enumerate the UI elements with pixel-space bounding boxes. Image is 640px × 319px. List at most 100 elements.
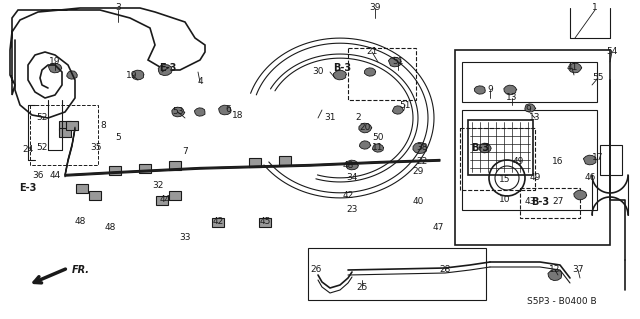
Text: 50: 50 [372,133,384,143]
Text: 20: 20 [359,123,371,132]
Polygon shape [158,64,172,76]
Text: 28: 28 [439,265,451,275]
Text: 5: 5 [115,133,121,143]
Text: 31: 31 [324,114,336,122]
Text: 19: 19 [126,70,138,79]
Text: 18: 18 [232,110,244,120]
Text: 47: 47 [432,224,444,233]
Bar [259,218,271,227]
Polygon shape [132,70,144,80]
Bar [156,196,168,205]
Text: 22: 22 [417,158,428,167]
Polygon shape [388,57,401,67]
Text: 1: 1 [592,4,598,12]
Polygon shape [364,68,376,76]
Polygon shape [333,70,347,80]
Text: B-3: B-3 [333,63,351,73]
Text: 13: 13 [506,93,518,102]
Polygon shape [574,190,587,200]
Bar [89,191,101,200]
Bar [212,218,224,227]
Text: 25: 25 [356,284,368,293]
Text: 9: 9 [525,106,531,115]
Text: 48: 48 [104,224,116,233]
Text: 23: 23 [346,205,358,214]
Text: 46: 46 [584,174,596,182]
Bar [109,166,121,175]
Text: 16: 16 [552,158,564,167]
Bar [76,184,88,193]
Text: 52: 52 [36,144,48,152]
Polygon shape [413,143,427,153]
Text: 34: 34 [346,174,358,182]
Bar [249,158,261,167]
Bar [462,62,597,102]
Text: 45: 45 [259,218,271,226]
Text: 43: 43 [524,197,536,206]
Text: 42: 42 [212,218,223,226]
Bar [279,156,291,165]
Text: 17: 17 [592,153,604,162]
Text: E-3: E-3 [159,63,177,73]
Text: 55: 55 [592,73,604,83]
Polygon shape [392,106,404,114]
Text: 6: 6 [225,106,231,115]
Text: 10: 10 [499,196,511,204]
Bar [66,121,78,130]
Polygon shape [67,71,77,79]
Polygon shape [346,160,358,170]
Text: 12: 12 [549,265,561,275]
Polygon shape [479,143,492,153]
Bar [30,105,98,165]
Text: 24: 24 [22,145,34,154]
Polygon shape [359,123,372,133]
Bar [468,120,533,175]
Bar [308,248,486,300]
Polygon shape [219,105,231,115]
Bar [169,161,181,170]
Text: 15: 15 [499,175,511,184]
Bar [460,128,535,190]
Text: 51: 51 [392,57,404,66]
Polygon shape [504,85,517,95]
Text: 32: 32 [152,181,164,189]
Text: 48: 48 [74,218,86,226]
Text: 9: 9 [487,85,493,94]
Text: 26: 26 [310,265,322,275]
Polygon shape [195,108,205,116]
Polygon shape [474,86,485,94]
Bar [520,188,580,218]
Text: 4: 4 [197,78,203,86]
Text: 36: 36 [32,170,44,180]
Polygon shape [583,155,596,165]
Text: 35: 35 [90,144,102,152]
Text: S5P3 - B0400 B: S5P3 - B0400 B [527,298,597,307]
Polygon shape [372,144,384,152]
Text: 41: 41 [566,63,578,72]
Bar [59,121,71,130]
Polygon shape [569,63,582,73]
Bar [600,145,622,175]
Bar [139,164,151,173]
Text: E-3: E-3 [19,183,36,193]
Text: 7: 7 [182,147,188,157]
Text: 53: 53 [172,108,184,116]
Text: 49: 49 [529,174,541,182]
Bar [59,128,71,137]
Text: 52: 52 [36,114,48,122]
Bar [169,191,181,200]
Text: 40: 40 [412,197,424,206]
Text: 44: 44 [159,196,171,204]
Text: FR.: FR. [72,265,90,275]
Polygon shape [525,104,536,112]
Text: 51: 51 [399,100,411,109]
Polygon shape [49,63,62,73]
Text: 8: 8 [100,121,106,130]
Text: 2: 2 [355,114,361,122]
Bar [462,110,597,210]
Polygon shape [172,107,185,117]
Text: 38: 38 [416,144,428,152]
Bar [348,48,416,100]
Text: 37: 37 [572,265,584,275]
Text: 29: 29 [412,167,424,176]
